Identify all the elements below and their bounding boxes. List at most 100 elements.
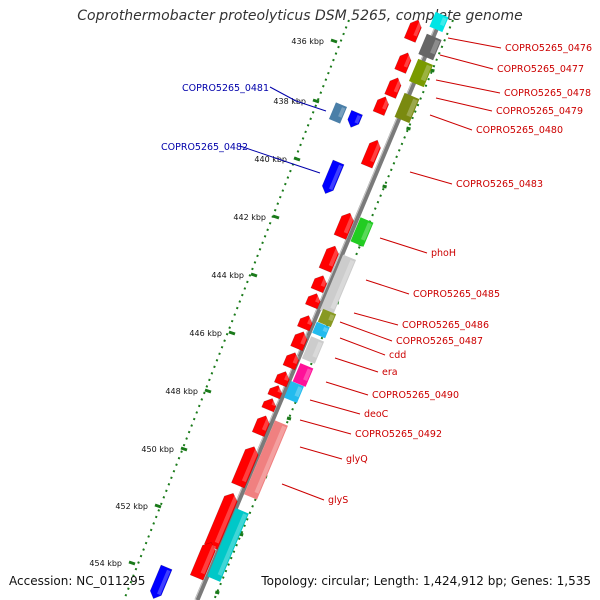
leader-line xyxy=(325,381,369,396)
tick-label: 436 kbp xyxy=(291,37,324,46)
gene-plus-strand[interactable] xyxy=(372,94,391,116)
gene-minus-strand[interactable] xyxy=(284,380,304,404)
tick-mark xyxy=(312,98,320,104)
gene-minus-strand[interactable] xyxy=(319,254,357,316)
gene-minus-strand[interactable] xyxy=(292,363,314,387)
minor-tick xyxy=(430,68,435,73)
leader-line xyxy=(299,446,343,460)
tick-label: 450 kbp xyxy=(141,445,174,454)
tick-label: 452 kbp xyxy=(115,502,148,511)
leader-line xyxy=(309,399,361,415)
gene-label-right[interactable]: COPRO5265_0480 xyxy=(476,125,563,136)
leader-line xyxy=(269,86,327,112)
gene-minus-strand[interactable] xyxy=(312,321,330,339)
gene-label-left[interactable]: COPRO5265_0482 xyxy=(161,142,248,153)
gene-label-right[interactable]: glyQ xyxy=(346,454,368,465)
tick-label: 438 kbp xyxy=(273,97,306,106)
gene-minus-strand[interactable] xyxy=(429,11,449,33)
tick-mark xyxy=(330,38,338,44)
genome-info: Topology: circular; Length: 1,424,912 bp… xyxy=(261,574,591,588)
leader-line xyxy=(353,312,399,326)
gene-label-right[interactable]: COPRO5265_0478 xyxy=(504,88,591,99)
gene-label-right[interactable]: deoC xyxy=(364,409,389,420)
leader-line xyxy=(339,337,386,356)
gene-minus-strand[interactable] xyxy=(418,33,442,61)
gene-minus-strand[interactable] xyxy=(394,92,420,124)
separator: ; xyxy=(365,574,374,588)
gene-minus-strand[interactable] xyxy=(317,308,337,328)
gene-copro5265-0481b[interactable] xyxy=(345,109,363,129)
gene-plus-strand[interactable] xyxy=(282,350,301,371)
tick-mark xyxy=(250,272,258,278)
tick-label: 454 kbp xyxy=(89,559,122,568)
leader-line xyxy=(299,419,352,435)
gene-label-left[interactable]: COPRO5265_0481 xyxy=(182,83,269,94)
topology-text: Topology: circular xyxy=(261,574,366,588)
leader-line xyxy=(365,279,410,295)
tick-mark xyxy=(154,503,162,509)
minor-tick xyxy=(286,416,292,421)
gene-plus-strand[interactable] xyxy=(251,413,272,438)
gene-plus-strand[interactable] xyxy=(231,444,260,489)
minor-tick xyxy=(406,126,411,131)
gene-plus-strand[interactable] xyxy=(333,210,356,240)
gene-copro5265-0482[interactable] xyxy=(320,159,345,196)
gene-plus-strand[interactable] xyxy=(318,243,341,273)
gene-plus-strand[interactable] xyxy=(189,540,218,581)
gene-label-right[interactable]: COPRO5265_0483 xyxy=(456,179,543,190)
gene-label-right[interactable]: COPRO5265_0486 xyxy=(402,320,489,331)
gene-label-right[interactable]: COPRO5265_0476 xyxy=(505,43,592,54)
gene-plus-strand[interactable] xyxy=(261,396,279,413)
leader-line xyxy=(379,237,428,254)
gene-label-right[interactable]: era xyxy=(382,367,398,378)
gene-label-right[interactable]: COPRO5265_0479 xyxy=(496,106,583,117)
separator: ; xyxy=(503,574,511,588)
accession-text: Accession: NC_011295 xyxy=(9,574,146,588)
tick-label: 440 kbp xyxy=(254,155,287,164)
genes-count-text: Genes: 1,535 xyxy=(510,574,591,588)
gene-minus-strand[interactable] xyxy=(207,508,249,582)
leader-line xyxy=(435,97,493,112)
gene-minus-strand[interactable] xyxy=(408,58,434,88)
gene-minus-strand[interactable] xyxy=(350,217,374,247)
tick-mark xyxy=(293,156,301,162)
leader-line xyxy=(435,79,501,94)
leader-line xyxy=(439,54,494,70)
leader-line xyxy=(281,483,325,501)
gene-plus-strand[interactable] xyxy=(267,383,285,400)
tick-label: 444 kbp xyxy=(211,271,244,280)
gene-label-right[interactable]: COPRO5265_0492 xyxy=(355,429,442,440)
gene-plus-strand[interactable] xyxy=(273,369,291,388)
length-text: Length: 1,424,912 bp xyxy=(373,574,503,588)
gene-plus-strand[interactable] xyxy=(310,273,329,294)
gene-label-right[interactable]: COPRO5265_0485 xyxy=(413,289,500,300)
gene-plus-strand[interactable] xyxy=(290,329,310,352)
minor-tick xyxy=(214,590,220,595)
gene-minus-strand[interactable] xyxy=(301,336,325,364)
gene-label-right[interactable]: phoH xyxy=(431,248,456,259)
gene-plus-strand[interactable] xyxy=(304,291,322,310)
map-title: Coprothermobacter proteolyticus DSM 5265… xyxy=(77,8,523,24)
gene-plus-strand[interactable] xyxy=(384,75,404,99)
gene-minus-strand[interactable] xyxy=(244,420,288,500)
gene-label-right[interactable]: COPRO5265_0477 xyxy=(497,64,584,75)
gene-plus-strand[interactable] xyxy=(360,138,383,169)
gene-blue-bottom[interactable] xyxy=(148,564,173,600)
tick-mark xyxy=(180,446,188,452)
tick-label: 448 kbp xyxy=(165,387,198,396)
gene-label-right[interactable]: COPRO5265_0487 xyxy=(396,336,483,347)
tick-mark xyxy=(128,560,136,566)
gene-label-right[interactable]: glyS xyxy=(328,495,348,506)
gene-plus-strand[interactable] xyxy=(394,50,414,74)
tick-label: 446 kbp xyxy=(189,329,222,338)
gene-plus-strand[interactable] xyxy=(296,313,314,332)
gene-plus-strand[interactable] xyxy=(403,18,424,43)
leader-line xyxy=(339,321,393,342)
leader-line xyxy=(429,114,473,131)
tick-mark xyxy=(204,388,212,394)
gene-label-right[interactable]: COPRO5265_0490 xyxy=(372,390,459,401)
gene-label-right[interactable]: cdd xyxy=(389,350,406,361)
tick-mark xyxy=(228,330,236,336)
gene-copro5265-0481[interactable] xyxy=(328,102,348,124)
